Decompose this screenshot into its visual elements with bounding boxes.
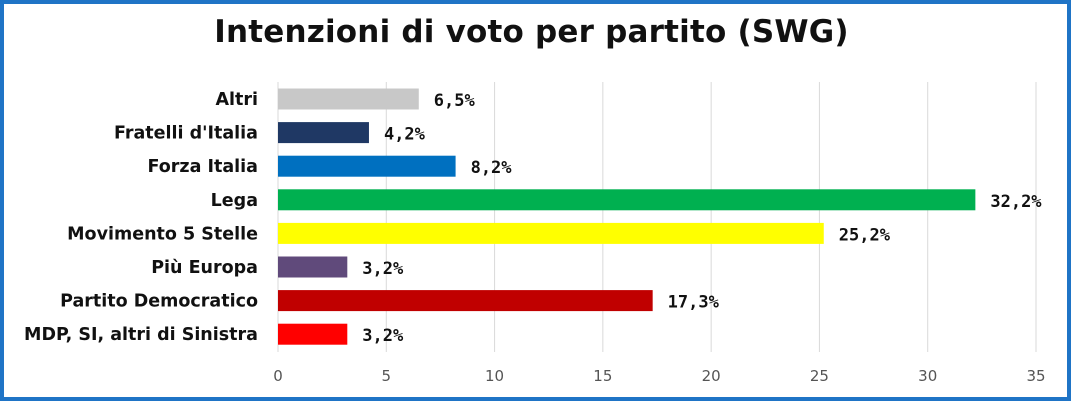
data-label: 25,2%	[839, 225, 891, 245]
x-axis-tick-labels: 0 5 10 15 20 25 30 35	[273, 367, 1045, 385]
bar	[278, 222, 824, 244]
bar	[278, 290, 653, 312]
bars	[278, 88, 976, 345]
x-tick-label: 20	[702, 367, 721, 385]
x-tick-label: 35	[1026, 367, 1045, 385]
category-label: Forza Italia	[148, 157, 258, 177]
bar	[278, 122, 369, 144]
bar	[278, 256, 348, 278]
bar	[278, 88, 419, 110]
category-label: MDP, SI, altri di Sinistra	[24, 325, 258, 345]
category-label: Partito Democratico	[60, 292, 258, 312]
category-labels: Altri Fratelli d'Italia Forza Italia Lega Mo…	[24, 90, 258, 345]
data-label: 4,2%	[384, 125, 426, 145]
x-tick-label: 30	[918, 367, 937, 385]
gridlines	[277, 82, 1037, 352]
category-label: Fratelli d'Italia	[114, 124, 258, 144]
data-label: 32,2%	[990, 192, 1042, 212]
data-label: 3,2%	[362, 326, 404, 346]
data-label: 3,2%	[362, 259, 404, 279]
category-label: Altri	[215, 90, 258, 110]
bar	[278, 323, 348, 345]
bar	[278, 155, 456, 177]
category-label: Movimento 5 Stelle	[67, 224, 258, 244]
category-label: Lega	[211, 191, 258, 211]
bar	[278, 189, 976, 211]
data-labels: 6,5% 4,2% 8,2% 32,2% 25,2% 3,2% 17,3% 3,2%	[362, 91, 1042, 346]
data-label: 17,3%	[668, 293, 720, 313]
data-label: 8,2%	[471, 158, 513, 178]
x-tick-label: 10	[485, 367, 504, 385]
x-tick-label: 0	[273, 367, 283, 385]
category-label: Più Europa	[151, 258, 258, 278]
data-label: 6,5%	[434, 91, 476, 111]
x-tick-label: 25	[810, 367, 829, 385]
x-tick-label: 15	[593, 367, 612, 385]
x-tick-label: 5	[382, 367, 392, 385]
chart-title: Intenzioni di voto per partito (SWG)	[214, 14, 849, 50]
